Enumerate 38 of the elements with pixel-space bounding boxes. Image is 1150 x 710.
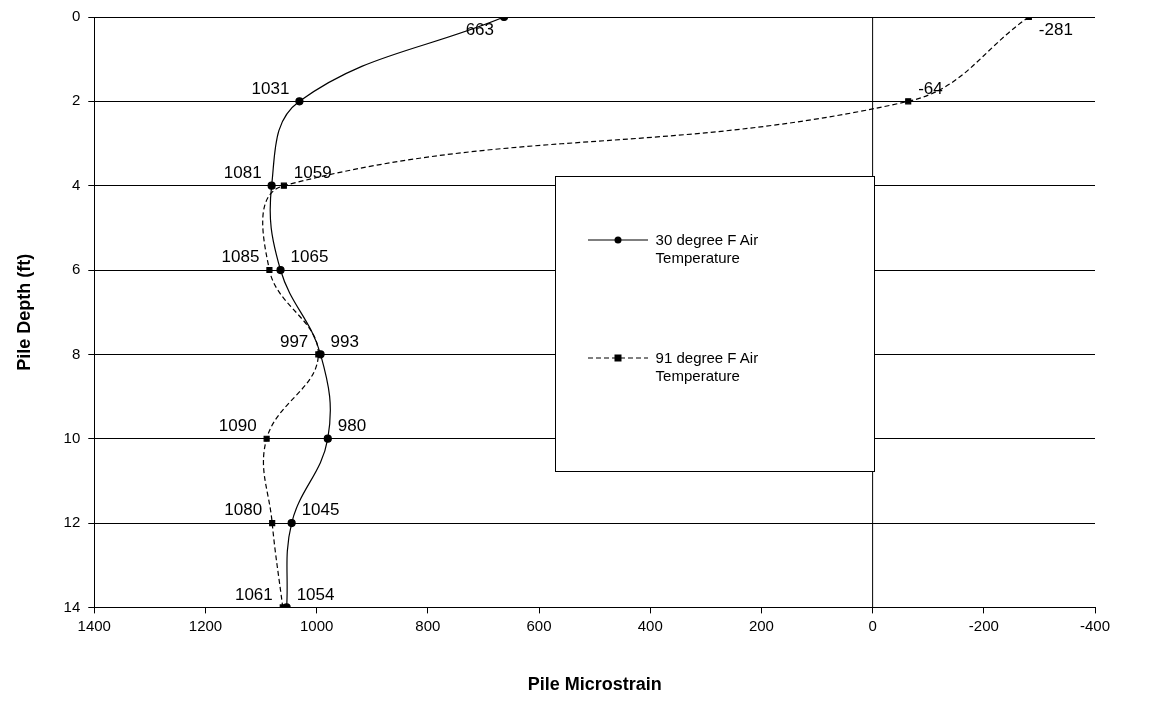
x-tick-label: -200 — [968, 616, 999, 634]
x-tick-label: 200 — [748, 616, 774, 634]
y-tick-label: 12 — [63, 513, 81, 531]
data-label: 1081 — [223, 162, 262, 182]
data-label: 997 — [279, 331, 309, 351]
x-tick-label: 800 — [415, 616, 441, 634]
data-label: 1065 — [290, 247, 329, 267]
legend-label: 30 degree F Air Temperature — [655, 230, 760, 267]
x-tick-label: 1200 — [188, 616, 223, 634]
data-label: 1085 — [221, 247, 260, 267]
x-axis-title: Pile Microstrain — [527, 674, 662, 695]
y-axis-title: Pile Depth (ft) — [13, 253, 34, 371]
data-label: 1080 — [224, 500, 263, 520]
data-label: 663 — [465, 20, 495, 40]
legend-label: 91 degree F Air Temperature — [655, 348, 760, 385]
data-label: 1090 — [218, 415, 257, 435]
y-tick-label: 0 — [71, 7, 81, 25]
x-tick-label: 400 — [637, 616, 663, 634]
data-label: 1045 — [301, 500, 340, 520]
data-label: 1031 — [251, 78, 290, 98]
y-tick-label: 14 — [63, 597, 81, 615]
y-tick-label: 8 — [71, 344, 81, 362]
x-tick-label: -400 — [1079, 616, 1111, 634]
data-label: 1059 — [293, 162, 332, 182]
y-tick-label: 2 — [71, 91, 81, 109]
data-label: -64 — [918, 78, 943, 98]
x-tick-label: 0 — [868, 616, 877, 634]
y-tick-label: 10 — [63, 428, 81, 446]
x-tick-label: 1000 — [299, 616, 334, 634]
data-label: 993 — [330, 331, 359, 351]
y-tick-label: 4 — [71, 175, 81, 193]
data-label: 980 — [337, 415, 367, 435]
x-tick-label: 600 — [526, 616, 552, 634]
data-label: 1061 — [234, 584, 273, 604]
x-tick-label: 1400 — [77, 616, 111, 634]
data-label: 1054 — [296, 584, 335, 604]
data-label: -281 — [1038, 20, 1073, 40]
y-tick-label: 6 — [71, 260, 81, 278]
